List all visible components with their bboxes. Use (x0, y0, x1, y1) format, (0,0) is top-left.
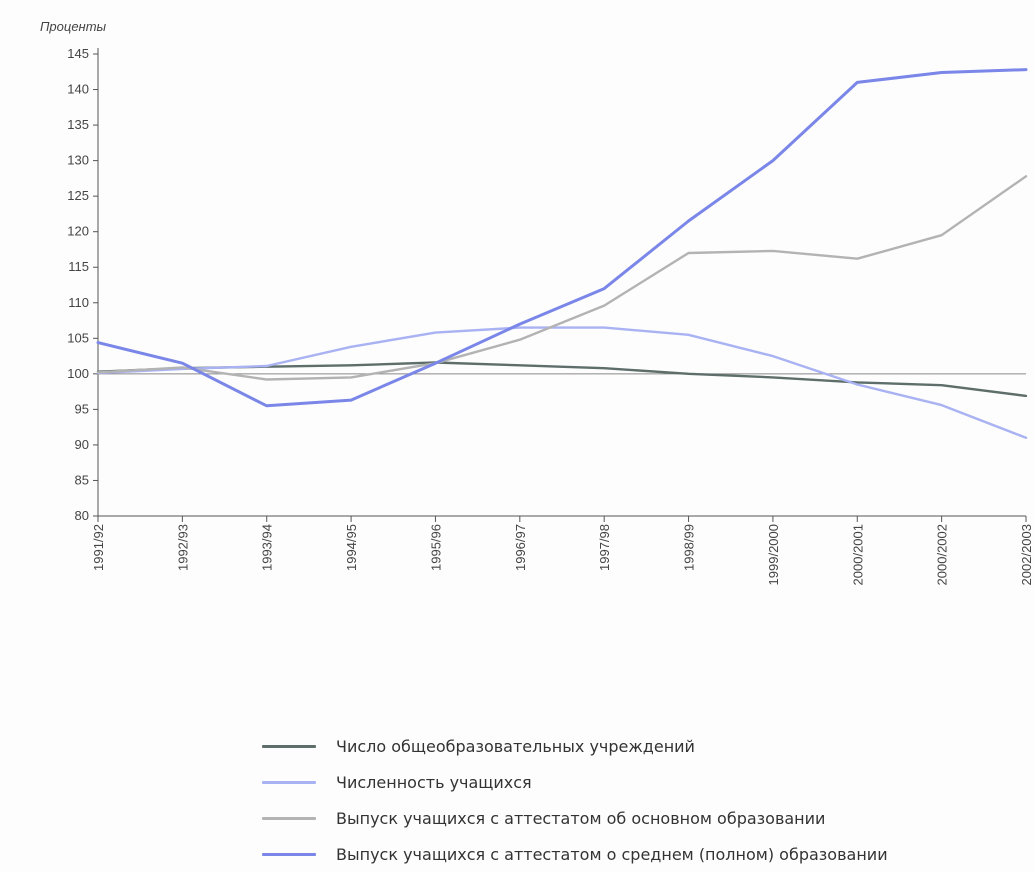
x-tick-label: 2000/2002 (935, 524, 950, 585)
y-ticks: 80 85 90 95 100 105 110 115 120 125 130 135 140 145 (67, 46, 98, 523)
axes (97, 48, 1026, 517)
x-ticks: 1991/92 1992/93 1993/94 1994/95 1995/96 1996/… (91, 516, 1034, 585)
line-chart: Проценты 80 85 90 95 100 105 110 115 120 125 130 13… (40, 19, 1034, 585)
y-tick-label: 115 (68, 259, 89, 274)
series-lines (96, 68, 1028, 439)
x-tick-label: 2000/2001 (850, 524, 865, 585)
y-tick-label: 135 (67, 117, 89, 132)
x-tick-label: 1992/93 (175, 524, 190, 571)
x-tick-label: 1997/98 (597, 524, 612, 571)
y-tick-label: 110 (68, 295, 89, 310)
legend-label: Выпуск учащихся с аттестатом об основном… (336, 808, 826, 828)
legend-swatch (262, 780, 316, 784)
series-line-4 (96, 68, 1028, 408)
legend: Число общеобразовательных учреждений Числ… (262, 728, 888, 872)
legend-label: Выпуск учащихся с аттестатом о среднем (… (336, 844, 888, 864)
legend-label: Численность учащихся (336, 772, 532, 792)
legend-item: Выпуск учащихся с аттестатом об основном… (262, 800, 888, 836)
y-tick-label: 100 (67, 366, 89, 381)
legend-item: Выпуск учащихся с аттестатом о среднем (… (262, 836, 888, 872)
y-tick-label: 90 (75, 437, 89, 452)
y-tick-label: 120 (67, 224, 89, 239)
y-tick-label: 125 (67, 188, 89, 203)
y-tick-label: 145 (67, 46, 89, 61)
x-tick-label: 1991/92 (91, 524, 106, 571)
x-tick-label: 1993/94 (260, 524, 275, 571)
series-line-3 (96, 175, 1028, 381)
y-tick-label: 85 (75, 472, 89, 487)
x-tick-label: 1995/96 (428, 524, 443, 571)
legend-swatch (262, 816, 316, 820)
legend-label: Число общеобразовательных учреждений (336, 736, 695, 756)
y-tick-label: 95 (75, 401, 89, 416)
x-tick-label: 1996/97 (513, 524, 528, 571)
x-tick-label: 1999/2000 (766, 524, 781, 585)
y-tick-label: 140 (67, 82, 89, 97)
series-line-2 (96, 326, 1028, 439)
legend-swatch (262, 852, 316, 856)
legend-item: Численность учащихся (262, 764, 888, 800)
y-tick-label: 130 (67, 153, 89, 168)
x-tick-label: 1994/95 (344, 524, 359, 571)
y-tick-label: 105 (67, 330, 89, 345)
x-tick-label: 1998/99 (682, 524, 697, 571)
legend-item: Число общеобразовательных учреждений (262, 728, 888, 764)
y-axis-label: Проценты (40, 19, 107, 34)
y-tick-label: 80 (75, 508, 89, 523)
x-tick-label: 2002/2003 (1019, 524, 1034, 585)
legend-swatch (262, 744, 316, 748)
